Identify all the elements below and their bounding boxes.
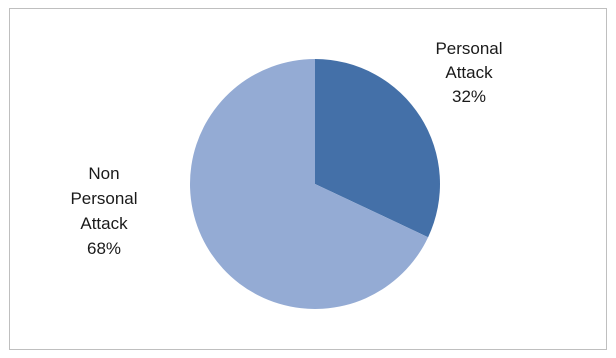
pie-slices [189, 58, 440, 309]
pie-label-personal-attack: Personal Attack 32% [435, 39, 502, 106]
pie-slice-non-personal-attack [189, 58, 429, 309]
chart-area: Personal Attack 32% Non Personal Attack 68% [9, 8, 607, 350]
pie-labels: Personal Attack 32% Non Personal Attack 68% [70, 39, 502, 258]
pie-slice-personal-attack [315, 59, 440, 238]
pie-label-non-personal-attack: Non Personal Attack 68% [70, 164, 137, 258]
pie-chart: Personal Attack 32% Non Personal Attack 68% [70, 39, 503, 309]
